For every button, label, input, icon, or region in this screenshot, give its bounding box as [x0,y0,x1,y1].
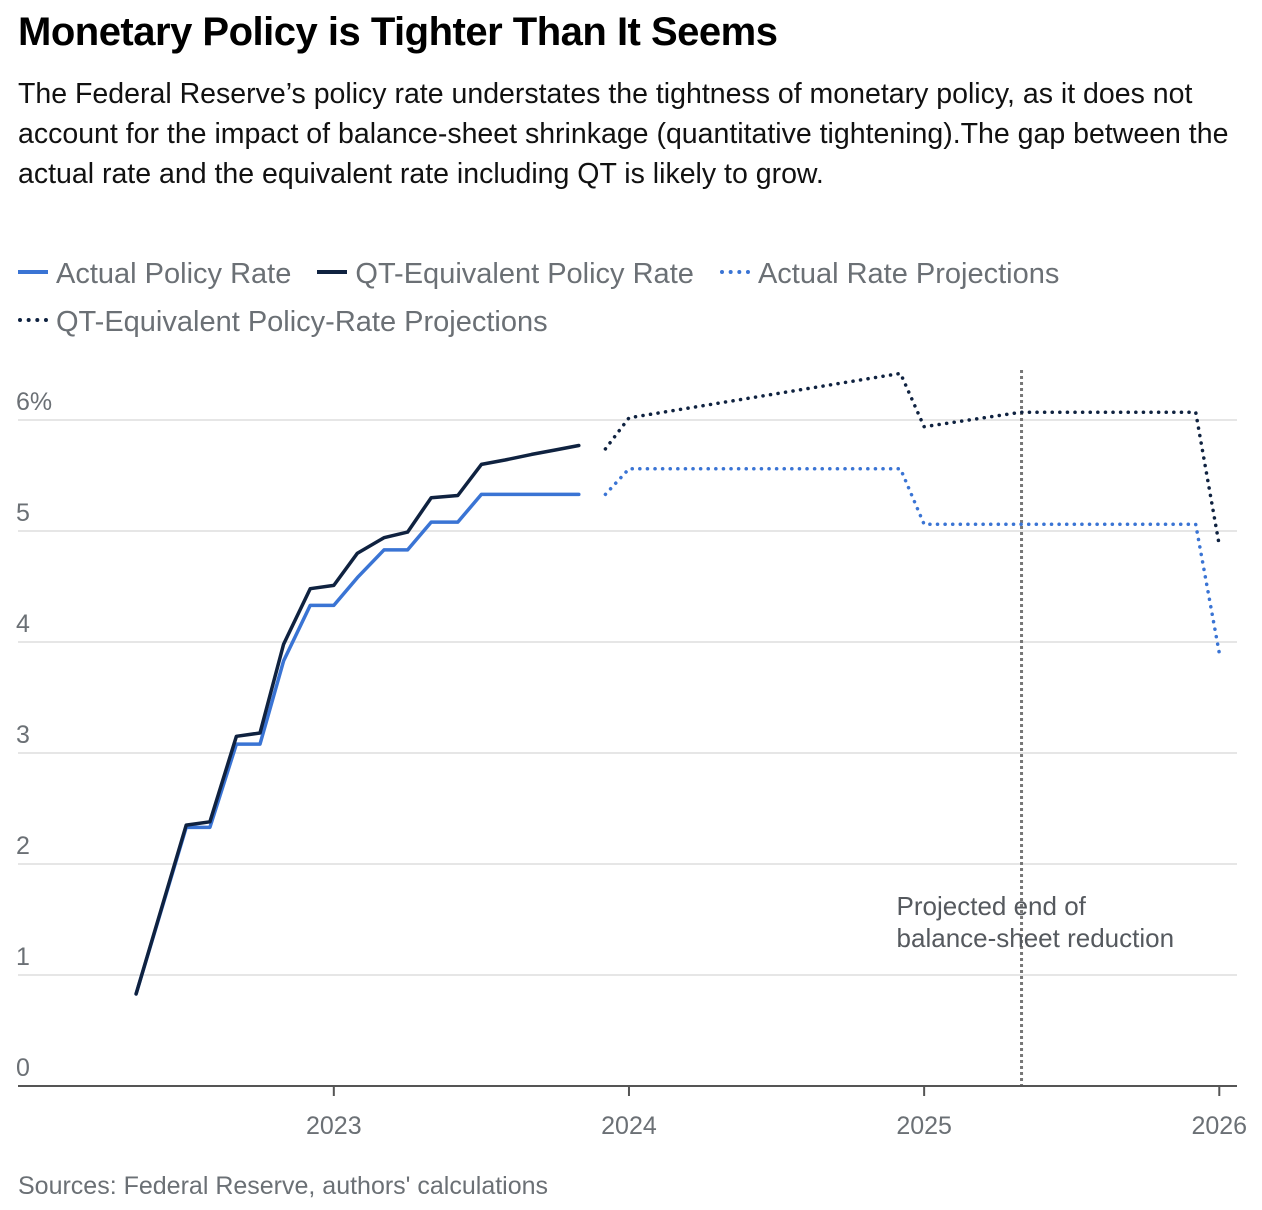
legend-item-qt-projections: QT-Equivalent Policy-Rate Projections [18,298,548,346]
y-tick-label-5: 5 [16,499,30,527]
y-tick-label-0: 0 [16,1054,30,1082]
x-tick-label-2023: 2023 [306,1112,362,1140]
y-tick-label-4: 4 [16,610,30,638]
legend-swatch-qt-rate [317,270,348,275]
x-tick-label-2024: 2024 [601,1112,657,1140]
y-tick-label-1: 1 [16,943,30,971]
legend-label-actual-projections: Actual Rate Projections [757,258,1060,290]
source-note: Sources: Federal Reserve, authors' calcu… [18,1172,549,1200]
series-layer [134,371,1222,996]
legend-label-qt-projections: QT-Equivalent Policy-Rate Projections [56,306,548,338]
chart-subtitle: The Federal Reserve’s policy rate unders… [18,78,1229,190]
series-line-actual-policy-rate [134,492,581,996]
gridlines [18,419,1237,976]
y-tick-label-6: 6% [16,388,52,416]
legend-swatch-actual-projections [719,270,750,275]
legend-item-actual-projections: Actual Rate Projections [719,250,1060,298]
series-line-actual-rate-projections [603,467,1222,655]
annotation-text-0-0: Projected end of [897,891,1087,921]
legend-swatch-qt-projections [18,318,48,323]
y-tick-label-2: 2 [16,832,30,860]
legend: Actual Policy Rate QT-Equivalent Policy … [18,250,1243,346]
series-line-qt-equivalent-policy-rate-projections [603,371,1222,548]
series-line-qt-equivalent-policy-rate [134,443,581,996]
x-tick-label-2025: 2025 [896,1112,952,1140]
legend-label-qt-rate: QT-Equivalent Policy Rate [355,258,694,290]
legend-item-actual-rate: Actual Policy Rate [18,250,291,298]
legend-item-qt-rate: QT-Equivalent Policy Rate [317,250,694,298]
legend-label-actual-rate: Actual Policy Rate [56,258,292,290]
y-tick-label-3: 3 [16,721,30,749]
x-tick-label-2026: 2026 [1191,1112,1247,1140]
legend-swatch-actual-rate [18,270,48,275]
chart-title: Monetary Policy is Tighter Than It Seems [18,10,778,54]
axes: 0 1 2 3 4 5 6% 2023 2024 2025 2026 [16,388,1247,1140]
annotation-text-0-1: balance-sheet reduction [897,923,1175,953]
